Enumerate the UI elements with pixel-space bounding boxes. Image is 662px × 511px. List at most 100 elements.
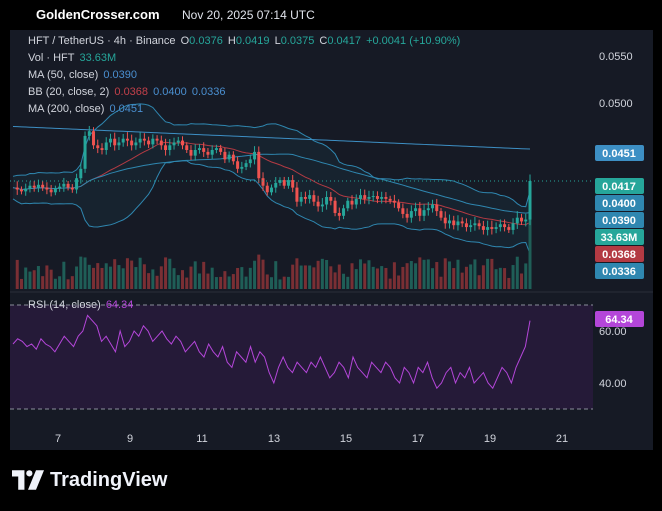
x-tick-label: 13	[268, 433, 280, 445]
candle	[388, 198, 392, 201]
volume-bar	[240, 267, 244, 289]
candle	[520, 217, 524, 222]
price-label-box	[595, 178, 644, 194]
volume-bar	[337, 264, 341, 289]
bb-lower-value: 0.0336	[191, 86, 226, 98]
price-label-value: 0.0400	[602, 198, 636, 210]
volume-bar	[308, 265, 312, 289]
candle	[36, 184, 40, 188]
ma200-legend: MA (200, close) 0.0451	[28, 103, 145, 115]
x-tick-label: 11	[196, 433, 207, 445]
price-label-value: 0.0390	[602, 215, 636, 227]
volume-bar	[261, 259, 265, 289]
candle	[164, 145, 168, 150]
volume-bar	[113, 259, 117, 289]
volume-bar	[15, 259, 19, 289]
volume-bar	[257, 254, 261, 289]
volume-bar	[66, 279, 70, 289]
candle	[414, 208, 418, 212]
volume-bar	[354, 269, 358, 289]
volume-bar	[371, 266, 375, 289]
candle	[346, 200, 350, 209]
candle	[117, 142, 121, 146]
candle	[308, 195, 312, 199]
ma50-legend: MA (50, close) 0.0390	[28, 69, 139, 81]
candle	[363, 195, 367, 199]
candle	[426, 208, 430, 211]
candle	[333, 200, 337, 213]
candle	[261, 178, 265, 186]
candle	[66, 183, 70, 188]
candle	[96, 145, 100, 149]
candle	[202, 148, 206, 152]
candle	[181, 140, 185, 146]
candle	[494, 227, 498, 229]
volume-bar	[41, 276, 45, 289]
candle	[295, 187, 299, 202]
volume-bar	[253, 260, 257, 289]
volume-bar	[130, 260, 134, 289]
volume-bar	[418, 257, 422, 289]
volume-bar	[100, 267, 104, 289]
candle	[24, 188, 28, 192]
volume-bar	[329, 266, 333, 289]
price-label-box	[595, 229, 644, 245]
volume-bar	[92, 267, 96, 289]
candle	[354, 198, 358, 205]
price-label-box	[595, 263, 644, 279]
candle	[240, 166, 244, 169]
volume-bar	[197, 273, 201, 289]
candle	[75, 178, 79, 190]
volume-bar	[270, 277, 273, 289]
candle	[223, 151, 227, 160]
candle	[45, 187, 49, 190]
rsi-label-box	[595, 311, 644, 327]
volume-bar	[452, 268, 456, 289]
candle	[397, 202, 401, 209]
volume-bar	[176, 275, 180, 289]
volume-bar	[155, 275, 159, 289]
candle	[104, 142, 108, 150]
volume-bar	[202, 261, 206, 289]
candle	[227, 154, 231, 160]
candle	[477, 223, 481, 227]
volume-bar	[75, 266, 79, 289]
rsi-legend: RSI (14, close) 64.34	[28, 299, 135, 311]
volume-bar	[333, 272, 337, 289]
candle	[236, 161, 240, 169]
volume-bar	[58, 276, 62, 289]
volume-bar	[460, 272, 464, 289]
candle	[253, 151, 257, 160]
candle	[401, 208, 405, 214]
candle	[58, 186, 62, 189]
close-value: 0.0417	[327, 35, 362, 47]
price-label-value: 0.0368	[602, 249, 636, 261]
volume-bar	[244, 276, 248, 289]
volume-bar	[134, 267, 138, 289]
candle	[528, 181, 532, 220]
volume-bar	[392, 262, 396, 289]
x-tick-label: 9	[127, 433, 133, 445]
close-label: C	[319, 35, 328, 47]
candle	[498, 224, 502, 228]
ma50-label: MA (50, close)	[28, 69, 99, 81]
top-bar: GoldenCrosser.com Nov 20, 2025 07:14 UTC	[0, 0, 662, 30]
ma200-line	[12, 126, 531, 150]
volume-bar	[520, 273, 524, 289]
volume-bar	[528, 188, 532, 289]
candle	[155, 138, 159, 141]
volume-bar	[511, 265, 515, 289]
volume-bar	[397, 275, 401, 289]
volume-bar	[325, 259, 329, 289]
candle	[185, 145, 189, 150]
price-tick-label: 0.0550	[599, 51, 633, 63]
candle	[121, 138, 125, 143]
volume-bar	[473, 259, 477, 289]
candle	[303, 197, 307, 199]
volume-bar	[36, 266, 40, 289]
candle	[447, 220, 451, 224]
candle	[138, 138, 142, 143]
candle	[422, 210, 426, 216]
volume-bar	[431, 268, 435, 289]
candle	[329, 197, 333, 201]
